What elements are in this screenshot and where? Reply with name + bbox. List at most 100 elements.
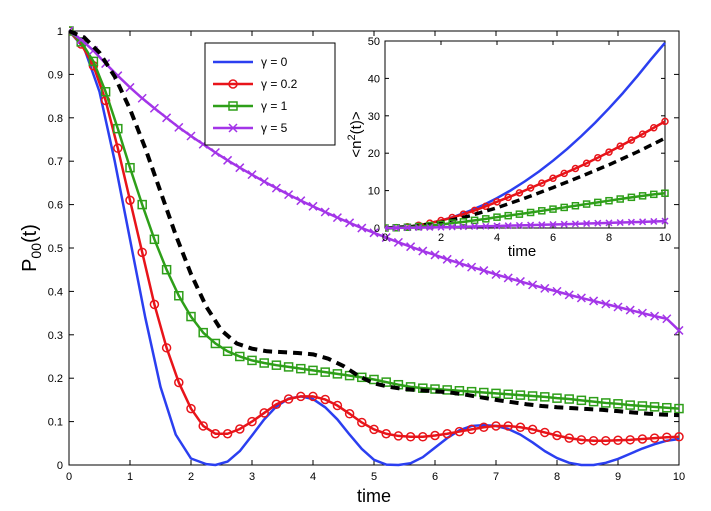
- main-xtick-label-4: 4: [310, 471, 316, 483]
- main-point-0.2-19: [296, 391, 306, 402]
- inset-point-5-10: [493, 222, 501, 230]
- legend-label-1: γ = 1: [261, 99, 288, 113]
- main-point-1-8: [161, 264, 172, 275]
- inset-point-1-14: [538, 207, 546, 215]
- main-point-5-19: [296, 196, 306, 206]
- inset-point-5-11: [504, 222, 512, 230]
- main-xtick-label-9: 9: [615, 471, 621, 483]
- legend-label-0: γ = 0: [261, 55, 288, 69]
- inset-point-5-24: [650, 217, 658, 225]
- main-point-5-36: [503, 273, 513, 283]
- inset-point-5-19: [594, 219, 602, 227]
- main-point-1-38: [527, 391, 538, 401]
- main-point-5-5: [125, 82, 135, 92]
- main-xtick-label-2: 2: [188, 471, 194, 483]
- inset-point-5-23: [639, 218, 647, 226]
- main-point-1-2: [88, 56, 99, 67]
- main-point-0.2-46: [625, 435, 635, 445]
- main-point-0.2-13: [222, 429, 233, 439]
- inset-point-0.2-22: [627, 136, 636, 144]
- main-point-5-12: [210, 147, 220, 158]
- inset-point-0.2-18: [582, 159, 591, 168]
- main-point-0.2-24: [357, 417, 367, 428]
- legend-entry-0.2: γ = 0.2: [213, 77, 298, 91]
- main-point-0.2-29: [418, 432, 428, 442]
- main-point-5-10: [186, 131, 196, 141]
- main-point-0.2-36: [503, 421, 513, 431]
- main-point-5-28: [406, 242, 416, 252]
- main-xtick-label-1: 1: [127, 471, 133, 483]
- main-point-0.2-35: [491, 421, 501, 431]
- legend-label-5: γ = 5: [261, 121, 288, 135]
- main-point-1-40: [552, 393, 562, 403]
- main-point-0.2-47: [637, 434, 648, 444]
- inset-point-1-17: [571, 201, 580, 210]
- main-point-1-49: [662, 402, 672, 413]
- main-series-5: [69, 26, 684, 335]
- main-point-1-5: [125, 162, 135, 173]
- main-series-dashed: [69, 29, 680, 418]
- inset-point-5-6: [448, 223, 456, 231]
- inset-ytick-label-0: 0: [374, 223, 380, 235]
- main-point-1-7: [149, 234, 160, 245]
- inset-point-5-21: [616, 219, 624, 227]
- main-point-5-37: [515, 276, 525, 286]
- main-series-0: [69, 30, 680, 467]
- inset-point-1-9: [482, 215, 490, 223]
- main-point-5-14: [235, 163, 245, 173]
- inset-point-1-23: [638, 192, 647, 200]
- main-point-0.2-6: [137, 247, 147, 258]
- main-point-5-47: [637, 308, 647, 318]
- main-point-5-46: [625, 305, 635, 315]
- main-point-1-50: [674, 403, 684, 414]
- main-point-1-19: [296, 363, 306, 374]
- main-point-1-47: [637, 401, 648, 411]
- main-point-0.2-22: [332, 400, 343, 411]
- inset-point-5-14: [538, 221, 546, 229]
- main-point-1-9: [174, 290, 184, 301]
- main-ytick-label-0.1: 0.1: [48, 417, 63, 429]
- inset-point-1-19: [594, 198, 602, 207]
- main-point-0.2-8: [161, 343, 172, 353]
- main-xtick-label-7: 7: [493, 471, 499, 483]
- main-ytick-label-0.3: 0.3: [48, 330, 63, 342]
- main-point-1-10: [186, 311, 196, 322]
- legend-entry-5: γ = 5: [213, 121, 288, 135]
- inset-point-5-13: [527, 221, 535, 229]
- legend: γ = 0 γ = 0.2 γ = 1 γ = 5: [204, 42, 336, 146]
- inset-point-0.2-9: [482, 202, 490, 211]
- inset-point-1-11: [504, 211, 512, 220]
- main-point-1-35: [491, 388, 501, 399]
- main-point-1-39: [540, 392, 550, 402]
- inset-point-5-3: [415, 224, 423, 232]
- main-point-1-30: [430, 384, 440, 394]
- inset-point-0.2-23: [638, 130, 647, 138]
- main-ytick-label-0.5: 0.5: [48, 243, 63, 255]
- inset-point-5-1: [392, 224, 400, 232]
- main-point-1-16: [259, 358, 269, 368]
- inset-point-5-20: [605, 219, 613, 227]
- inset-point-5-7: [459, 223, 467, 231]
- main-point-5-43: [589, 296, 599, 306]
- legend-marker-5: [228, 123, 238, 133]
- main-point-5-18: [284, 190, 294, 200]
- main-point-5-39: [540, 283, 550, 293]
- main-point-0.2-25: [369, 424, 379, 435]
- main-point-0.2-5: [125, 195, 135, 206]
- main-ytick-label-0.4: 0.4: [48, 286, 63, 298]
- main-point-0.2-32: [454, 426, 465, 437]
- main-point-0.2-44: [601, 435, 611, 446]
- main-point-0.2-45: [613, 435, 623, 446]
- inset-ytick-label-20: 20: [368, 148, 380, 160]
- legend-label-0.2: γ = 0.2: [261, 77, 298, 91]
- inset-point-0.2-14: [538, 179, 546, 187]
- main-point-5-45: [613, 302, 623, 312]
- inset-point-5-9: [482, 222, 490, 230]
- inset-xtick-label-8: 8: [606, 232, 612, 244]
- main-point-0.2-16: [259, 408, 269, 418]
- main-point-5-33: [467, 262, 477, 272]
- legend-marker-1: [228, 101, 238, 111]
- inset-point-0.2-24: [650, 124, 658, 132]
- main-point-5-9: [174, 122, 184, 132]
